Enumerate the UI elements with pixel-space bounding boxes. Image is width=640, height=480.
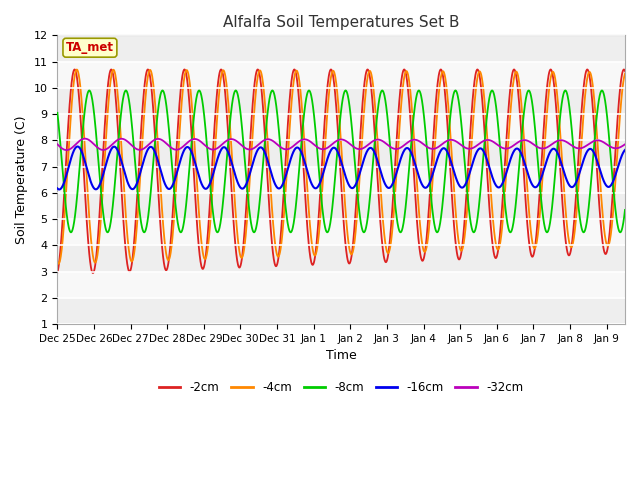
Bar — [58, 245, 625, 272]
Bar — [58, 298, 625, 324]
Bar — [58, 88, 625, 114]
Legend: -2cm, -4cm, -8cm, -16cm, -32cm: -2cm, -4cm, -8cm, -16cm, -32cm — [154, 377, 528, 399]
Bar — [58, 167, 625, 193]
Bar — [58, 219, 625, 245]
Y-axis label: Soil Temperature (C): Soil Temperature (C) — [15, 116, 28, 244]
Bar — [58, 61, 625, 88]
Bar — [58, 272, 625, 298]
Bar — [58, 36, 625, 61]
X-axis label: Time: Time — [326, 349, 356, 362]
Bar — [58, 114, 625, 140]
Title: Alfalfa Soil Temperatures Set B: Alfalfa Soil Temperatures Set B — [223, 15, 460, 30]
Bar — [58, 193, 625, 219]
Text: TA_met: TA_met — [66, 41, 114, 54]
Bar — [58, 140, 625, 167]
